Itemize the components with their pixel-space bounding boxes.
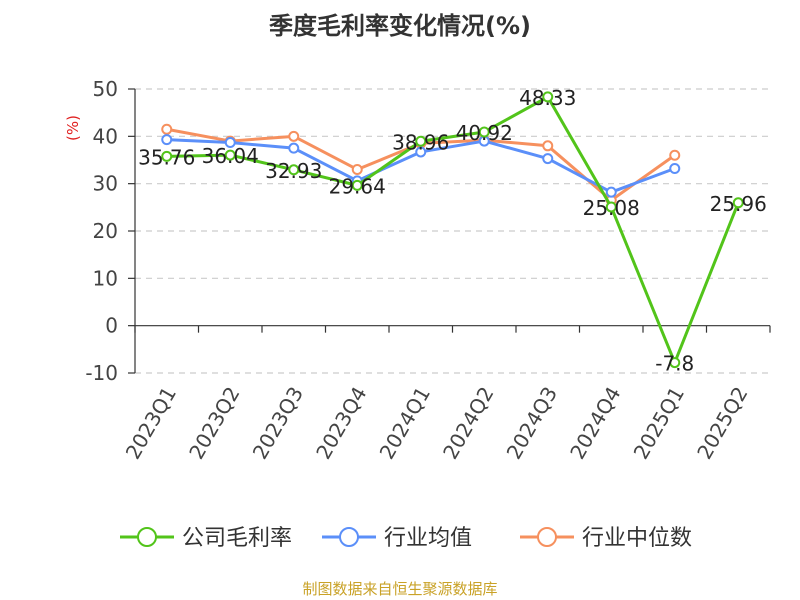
x-tick-label: 2025Q1 (629, 383, 689, 464)
y-tick-label: 30 (93, 172, 118, 196)
data-point (669, 163, 681, 175)
data-point (161, 123, 173, 135)
data-label: 29.64 (329, 174, 386, 198)
series-layer (161, 91, 744, 369)
y-tick-label: 40 (93, 124, 118, 148)
data-point (415, 135, 427, 147)
data-point (288, 164, 300, 176)
data-label: 40.92 (456, 121, 513, 145)
y-tick-label: 50 (93, 77, 118, 101)
data-point (542, 140, 554, 152)
y-tick-label: 20 (93, 219, 118, 243)
x-tick-label: 2024Q4 (565, 383, 625, 464)
data-point (732, 197, 744, 209)
legend-label: 行业中位数 (582, 526, 692, 551)
x-tick-label: 2023Q4 (311, 383, 371, 464)
data-label: 35.76 (138, 145, 195, 169)
data-point (669, 149, 681, 161)
legend-marker (537, 527, 557, 547)
legend-marker (339, 527, 359, 547)
data-point (542, 153, 554, 165)
data-point (224, 136, 236, 148)
chart-title: 季度毛利率变化情况(%) (269, 12, 531, 40)
data-point (605, 186, 617, 198)
data-point (224, 149, 236, 161)
data-point (415, 146, 427, 158)
data-point (161, 134, 173, 146)
y-tick-label: -10 (85, 361, 118, 385)
x-tick-label: 2024Q2 (438, 383, 498, 464)
x-tick-label: 2023Q2 (184, 383, 244, 464)
data-point (288, 130, 300, 142)
source-note: 制图数据来自恒生聚源数据库 (302, 580, 498, 598)
x-tick-label: 2024Q1 (375, 383, 435, 464)
x-tick-label: 2023Q3 (248, 383, 308, 464)
y-axis-label: (%) (64, 115, 82, 141)
x-tick-label: 2025Q2 (692, 383, 752, 464)
data-point (351, 179, 363, 191)
x-tick-label: 2023Q1 (121, 383, 181, 464)
x-tick-label: 2024Q3 (502, 383, 562, 464)
data-label: 38.96 (392, 130, 449, 154)
y-tick-label: 0 (105, 314, 118, 338)
legend-label: 公司毛利率 (182, 526, 292, 551)
data-point (605, 201, 617, 213)
data-point (351, 163, 363, 175)
data-label: 32.93 (265, 159, 322, 183)
data-point (161, 150, 173, 162)
grid-lines (135, 88, 770, 374)
series-line (166, 95, 740, 365)
data-point (478, 126, 490, 138)
data-label: 36.04 (202, 144, 259, 168)
data-label: 25.96 (710, 192, 767, 216)
legend-label: 行业均值 (384, 526, 472, 551)
data-label: -7.8 (655, 352, 694, 376)
legend-marker (137, 527, 157, 547)
data-label: 25.08 (583, 196, 640, 220)
data-point (542, 91, 554, 103)
y-tick-label: 10 (93, 266, 118, 290)
data-point (288, 142, 300, 154)
data-point (669, 357, 681, 369)
data-label: 48.33 (519, 86, 576, 110)
legend: 公司毛利率 行业均值 行业中位数 (120, 526, 692, 551)
